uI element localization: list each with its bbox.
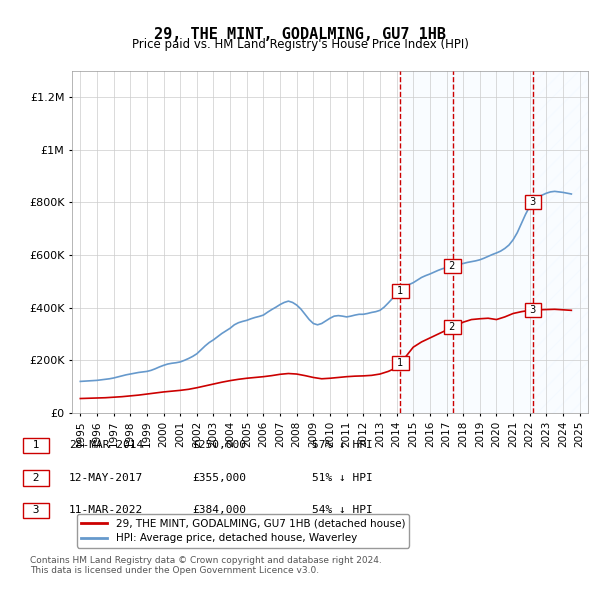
Text: 3: 3 (527, 196, 539, 206)
Text: 12-MAY-2017: 12-MAY-2017 (69, 473, 143, 483)
Bar (533, 71, 588, 413)
Text: 1: 1 (26, 441, 46, 450)
Text: 3: 3 (527, 305, 539, 315)
Bar (400, 71, 452, 413)
Text: £355,000: £355,000 (192, 473, 246, 483)
Text: 51% ↓ HPI: 51% ↓ HPI (312, 473, 373, 483)
Legend: 29, THE MINT, GODALMING, GU7 1HB (detached house), HPI: Average price, detached : 29, THE MINT, GODALMING, GU7 1HB (detach… (77, 514, 409, 548)
Text: 2: 2 (446, 322, 459, 332)
Text: 2: 2 (446, 261, 459, 271)
Text: £250,000: £250,000 (192, 441, 246, 450)
Text: 1: 1 (394, 286, 407, 296)
Text: 3: 3 (26, 506, 46, 515)
Text: £384,000: £384,000 (192, 506, 246, 515)
Text: 54% ↓ HPI: 54% ↓ HPI (312, 506, 373, 515)
Text: 29, THE MINT, GODALMING, GU7 1HB: 29, THE MINT, GODALMING, GU7 1HB (154, 27, 446, 41)
Text: Contains HM Land Registry data © Crown copyright and database right 2024.
This d: Contains HM Land Registry data © Crown c… (30, 556, 382, 575)
Text: 28-MAR-2014: 28-MAR-2014 (69, 441, 143, 450)
Text: 11-MAR-2022: 11-MAR-2022 (69, 506, 143, 515)
Bar (452, 71, 533, 413)
Text: 1: 1 (394, 358, 407, 368)
Text: Price paid vs. HM Land Registry's House Price Index (HPI): Price paid vs. HM Land Registry's House … (131, 38, 469, 51)
Text: 2: 2 (26, 473, 46, 483)
Text: 57% ↓ HPI: 57% ↓ HPI (312, 441, 373, 450)
